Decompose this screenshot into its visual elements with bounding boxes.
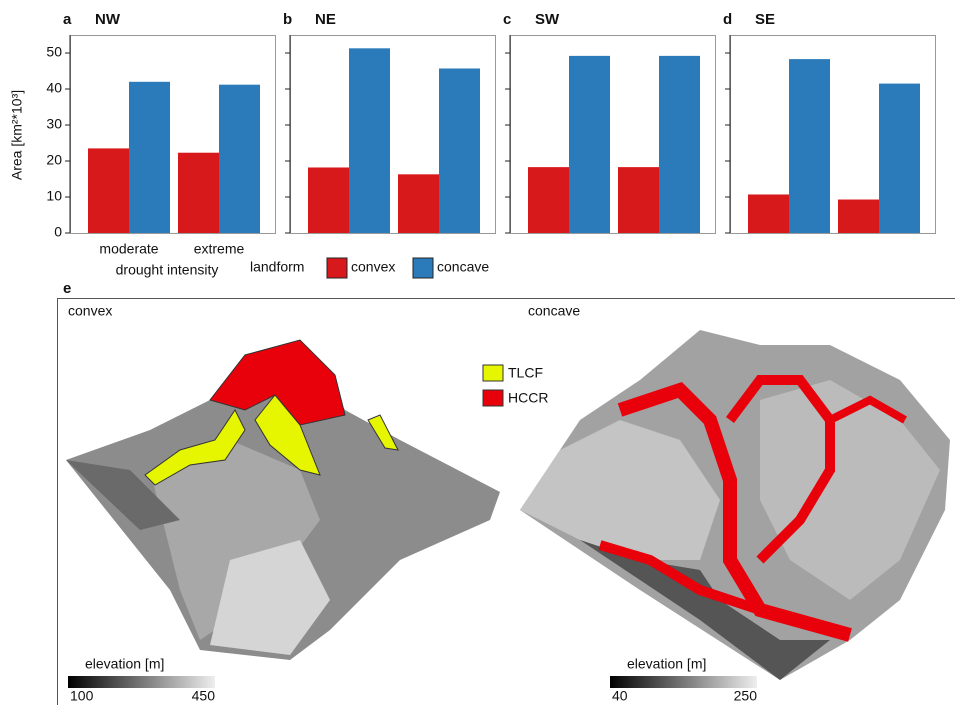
bar — [748, 194, 789, 233]
bar — [398, 174, 439, 233]
panel-label: a — [63, 11, 72, 28]
panel-label: e — [63, 280, 71, 297]
bar — [789, 59, 830, 233]
legend-label: TLCF — [508, 365, 543, 381]
y-tick-label: 50 — [46, 44, 62, 60]
colorbar-min: 100 — [70, 688, 94, 704]
bar — [178, 153, 219, 233]
panel-e: e convex concave TLCF HCCR elevation [m]… — [58, 280, 955, 705]
bar — [838, 200, 879, 233]
x-axis-label: drought intensity — [116, 262, 219, 278]
y-tick-label: 10 — [46, 188, 62, 204]
bar — [129, 82, 170, 233]
legend-swatch — [483, 390, 503, 406]
bar — [879, 84, 920, 233]
panel-label: c — [503, 11, 511, 28]
bar — [618, 167, 659, 233]
y-axis-label: Area [km²*10³] — [9, 90, 25, 180]
panel-title: SE — [755, 11, 775, 28]
x-tick-label: extreme — [194, 241, 245, 257]
bar — [528, 167, 569, 233]
bar — [88, 148, 129, 233]
y-tick-label: 40 — [46, 80, 62, 96]
colorbar-label: elevation [m] — [85, 656, 164, 672]
figure: Area [km²*10³] drought intensity landfor… — [0, 0, 955, 705]
colorbar-max: 250 — [734, 688, 758, 704]
y-tick-label: 0 — [54, 224, 62, 240]
legend-label: concave — [437, 259, 489, 275]
bar — [659, 56, 700, 233]
colorbar-min: 40 — [612, 688, 628, 704]
panel-title: SW — [535, 11, 560, 28]
bar — [569, 56, 610, 233]
legend-label: HCCR — [508, 390, 548, 406]
legend-swatch — [327, 258, 347, 278]
colorbar — [68, 676, 215, 688]
y-tick-label: 30 — [46, 116, 62, 132]
panel-label: b — [283, 11, 292, 28]
legend-title: landform — [250, 259, 304, 275]
colorbar-label: elevation [m] — [627, 656, 706, 672]
map-title: concave — [528, 303, 580, 319]
panel-label: d — [723, 11, 732, 28]
panel-title: NW — [95, 11, 121, 28]
legend-label: convex — [351, 259, 395, 275]
bar — [349, 48, 390, 233]
map-title: convex — [68, 303, 112, 319]
legend-swatch — [483, 365, 503, 381]
y-tick-label: 20 — [46, 152, 62, 168]
bar — [439, 68, 480, 233]
x-tick-label: moderate — [99, 241, 158, 257]
panel-title: NE — [315, 11, 336, 28]
colorbar-max: 450 — [192, 688, 216, 704]
legend-swatch — [413, 258, 433, 278]
bar — [219, 85, 260, 233]
colorbar — [610, 676, 757, 688]
bar — [308, 167, 349, 233]
